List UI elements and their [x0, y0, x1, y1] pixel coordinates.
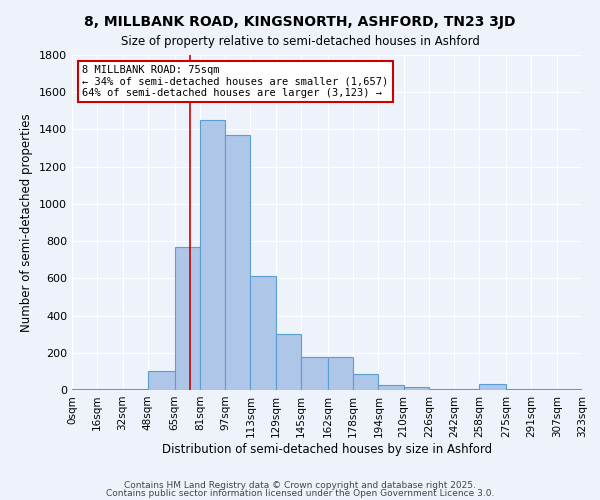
Bar: [275, 334, 301, 390]
Bar: [250, 276, 275, 390]
Y-axis label: Number of semi-detached properties: Number of semi-detached properties: [20, 113, 34, 332]
Text: 8 MILLBANK ROAD: 75sqm
← 34% of semi-detached houses are smaller (1,657)
64% of : 8 MILLBANK ROAD: 75sqm ← 34% of semi-det…: [82, 65, 388, 98]
Bar: [148, 372, 175, 390]
Bar: [532, 389, 557, 390]
Bar: [506, 389, 532, 390]
Text: 8, MILLBANK ROAD, KINGSNORTH, ASHFORD, TN23 3JD: 8, MILLBANK ROAD, KINGSNORTH, ASHFORD, T…: [84, 15, 516, 29]
Bar: [404, 387, 429, 390]
Bar: [122, 389, 148, 390]
Bar: [454, 389, 479, 390]
Bar: [429, 389, 454, 390]
Bar: [97, 389, 122, 390]
Bar: [225, 135, 250, 390]
Text: Contains public sector information licensed under the Open Government Licence 3.: Contains public sector information licen…: [106, 489, 494, 498]
Text: Contains HM Land Registry data © Crown copyright and database right 2025.: Contains HM Land Registry data © Crown c…: [124, 480, 476, 490]
Text: Size of property relative to semi-detached houses in Ashford: Size of property relative to semi-detach…: [121, 35, 479, 48]
Bar: [557, 389, 582, 390]
Bar: [479, 384, 506, 390]
Bar: [72, 389, 97, 390]
Bar: [328, 358, 353, 390]
X-axis label: Distribution of semi-detached houses by size in Ashford: Distribution of semi-detached houses by …: [162, 442, 492, 456]
Bar: [175, 246, 200, 390]
Bar: [200, 120, 225, 390]
Bar: [301, 358, 328, 390]
Bar: [379, 386, 404, 390]
Bar: [353, 374, 379, 390]
